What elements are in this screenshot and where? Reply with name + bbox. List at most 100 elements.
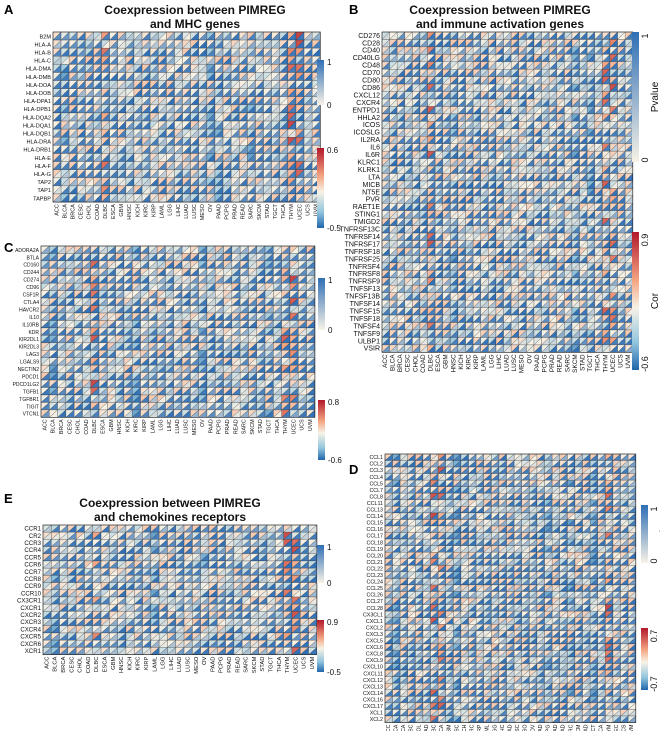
row-label: TNFRSF4	[349, 264, 381, 271]
row-label: HLA-DPB1	[24, 107, 51, 113]
column-label: LAML	[160, 204, 166, 218]
heatmap-cells	[381, 31, 634, 353]
row-label: HLA-DMA	[26, 67, 51, 73]
column-label: LUSC	[511, 354, 518, 371]
column-label: GBM	[119, 204, 125, 217]
column-label: UCS	[618, 354, 625, 368]
column-label: HNSC	[450, 354, 457, 372]
column-label: BRCA	[397, 354, 404, 372]
row-label: HLA-DQA1	[23, 123, 51, 129]
column-label: UCEC	[297, 204, 303, 220]
row-label: KLRC1	[357, 159, 380, 166]
row-label: TNFSF14	[350, 301, 380, 308]
row-label: IL6R	[365, 152, 380, 159]
column-label: GBM	[443, 354, 450, 369]
column-label: SKCM	[572, 354, 579, 372]
column-label: LUAD	[184, 204, 190, 219]
column-label: THCA	[595, 354, 602, 372]
row-label: HLA-A	[35, 42, 52, 48]
row-label: CD40LG	[353, 55, 380, 62]
row-label: HLA-DQB1	[23, 132, 51, 138]
row-label: PVR	[366, 197, 380, 204]
pvalue-tick-max: 1	[640, 33, 650, 38]
row-label: HLA-C	[34, 59, 51, 65]
column-label: KIRC	[466, 354, 473, 370]
column-label: KIRP	[473, 354, 480, 369]
row-label: IL2RA	[361, 137, 381, 144]
column-label: PRAD	[232, 204, 238, 219]
column-label: LAML	[481, 354, 488, 371]
row-label: ICOS	[363, 122, 380, 129]
column-label: OV	[208, 204, 214, 212]
cor-tick-max: 0.6	[327, 146, 339, 155]
row-label: TAP2	[37, 180, 51, 186]
column-label: SKCM	[257, 204, 263, 220]
row-label: MICB	[363, 182, 381, 189]
column-label: DLBC	[103, 204, 109, 219]
heatmap-cells	[40, 245, 316, 418]
column-label: LGG	[488, 354, 495, 368]
row-label: HLA-DRA	[26, 140, 51, 146]
row-label: IL6	[370, 145, 380, 152]
row-label: HLA-F	[35, 164, 52, 170]
cor-colorbar	[632, 232, 639, 370]
column-label: CESC	[79, 204, 85, 219]
column-label: CESC	[405, 354, 412, 372]
row-label: CXCL12	[354, 92, 381, 99]
column-label: ESCA	[435, 354, 442, 372]
column-label: UCS	[305, 204, 311, 216]
column-label: OV	[526, 354, 533, 364]
pvalue-colorbar	[317, 60, 324, 105]
row-label: HLA-DOB	[26, 91, 51, 97]
panel-label: A	[4, 2, 14, 17]
column-label: COAD	[95, 204, 101, 220]
row-label: TNFRSF18	[345, 249, 381, 256]
column-label: TGCT	[273, 203, 279, 219]
row-label: ICOSLG	[354, 130, 380, 137]
column-label: DLBC	[428, 354, 435, 371]
legend: 100.6-0.5	[317, 58, 341, 233]
row-label: NT5E	[362, 189, 380, 196]
row-label: STING1	[355, 212, 380, 219]
panel-label: B	[349, 2, 358, 17]
row-label: CD48	[362, 63, 380, 70]
row-label: HLA-G	[34, 172, 51, 178]
panel-title-line: and MHC genes	[150, 17, 240, 31]
column-label: BLCA	[62, 204, 68, 219]
row-label: TNFSF15	[350, 308, 380, 315]
column-label: BLCA	[390, 354, 397, 371]
heatmap-cells	[52, 31, 321, 203]
row-label: KLRK1	[358, 167, 380, 174]
row-label: CD28	[362, 40, 380, 47]
column-label: KICH	[135, 204, 141, 217]
row-label: TMIGD2	[354, 219, 381, 226]
column-label: CHOL	[87, 204, 93, 219]
column-label: TGCT	[587, 354, 594, 371]
row-label: TNFSF13B	[345, 294, 380, 301]
row-label: TNFSF18	[350, 316, 380, 323]
row-label: TNFSF4	[354, 323, 381, 330]
row-label: TNFRSF14	[345, 234, 381, 241]
panel-title-line: and immune activation genes	[416, 17, 584, 31]
column-label: SARC	[564, 354, 571, 372]
column-label: UCEC	[610, 354, 617, 372]
row-label: CD276	[358, 33, 380, 40]
column-label: THYM	[289, 204, 295, 220]
column-label: THYM	[602, 354, 609, 372]
column-label: ACC	[382, 354, 389, 368]
row-label: CD86	[362, 85, 380, 92]
row-label: TNFRSF25	[345, 256, 381, 263]
pvalue-tick-max: 1	[327, 58, 332, 67]
column-label: LGG	[168, 204, 174, 216]
column-label: PCPG	[542, 354, 549, 372]
row-label: HLA-B	[35, 51, 52, 57]
row-label: TAPBP	[33, 196, 51, 202]
column-label: PCPG	[224, 204, 230, 220]
row-label: HLA-DRB1	[23, 148, 51, 154]
column-label: THCA	[281, 204, 287, 219]
row-label: TNFRSF9	[349, 279, 381, 286]
row-label: HLA-DPA1	[24, 99, 51, 105]
column-label: STAD	[265, 204, 271, 218]
